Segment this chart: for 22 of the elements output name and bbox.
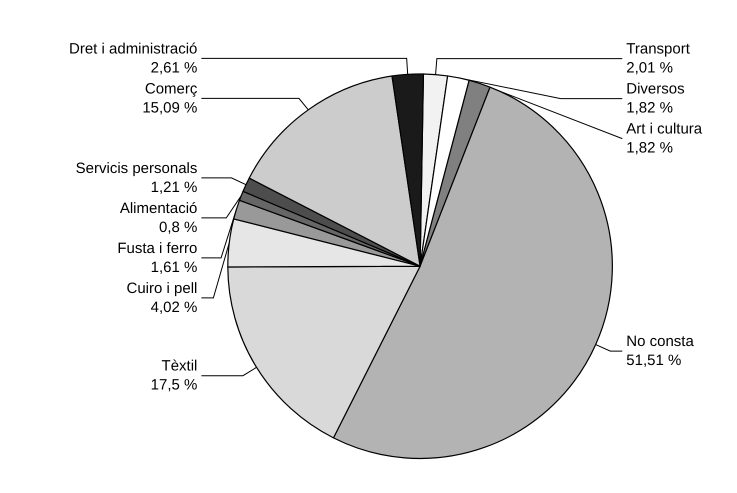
slice-label: Dret i administració [69,40,198,58]
slice-label: No consta [626,333,694,350]
slice-label: Servicis personals [76,160,198,177]
slice-label: Transport [626,40,691,58]
slice-label: Cuiro i pell [126,280,198,297]
slice-label: Fusta i ferro [117,240,198,257]
data-label: 1,61 % [150,258,198,276]
slice-label: Comerç [144,80,198,98]
data-label: 15,09 % [142,99,198,116]
slice-label: Alimentació [120,200,198,217]
data-label: 2,61 % [150,59,198,76]
data-label: 1,82 % [626,100,673,117]
data-label: 1,21 % [150,178,198,196]
data-label: 0,8 % [159,218,198,236]
data-label: 4,02 % [150,298,198,316]
slice-label: Tèxtil [162,358,198,375]
data-label: 17,5 % [150,376,198,394]
data-label: 1,82 % [626,140,673,157]
slice-label: Art i cultura [626,120,703,138]
data-label: 2,01 % [626,60,673,77]
data-label: 51,51 % [626,352,682,370]
slice-label: Diversos [626,80,685,98]
